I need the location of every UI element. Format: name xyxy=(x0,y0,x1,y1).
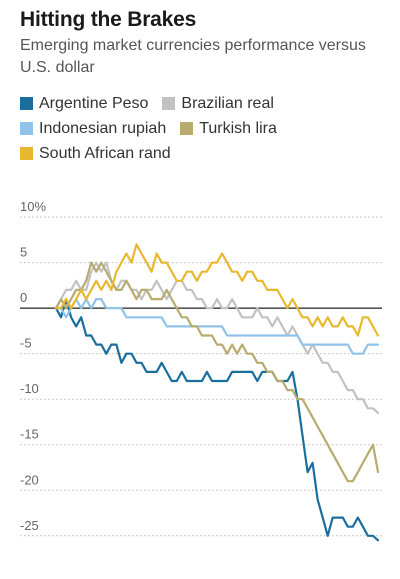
series-line-indonesian-rupiah xyxy=(54,298,380,355)
legend-swatch-south-african-rand xyxy=(20,147,33,160)
legend-item-argentine-peso: Argentine Peso xyxy=(20,95,148,113)
legend-item-turkish-lira: Turkish lira xyxy=(180,120,277,138)
legend: Argentine Peso Brazilian real Indonesian… xyxy=(20,91,390,166)
legend-item-south-african-rand: South African rand xyxy=(20,145,171,163)
legend-row: Argentine Peso Brazilian real xyxy=(20,91,390,116)
legend-item-brazilian-real: Brazilian real xyxy=(162,94,274,113)
legend-swatch-indonesian-rupiah xyxy=(20,122,33,135)
legend-swatch-turkish-lira xyxy=(180,122,194,135)
legend-row: South African rand xyxy=(20,141,390,166)
y-tick-label: 5 xyxy=(20,245,27,260)
y-tick-label: 10% xyxy=(20,199,46,214)
y-tick-label: -25 xyxy=(20,518,39,533)
legend-label-turkish-lira: Turkish lira xyxy=(199,119,277,137)
y-tick-label: -10 xyxy=(20,381,39,396)
series-line-south-african-rand xyxy=(54,243,380,337)
legend-label-indonesian-rupiah: Indonesian rupiah xyxy=(39,119,167,137)
y-tick-label: -20 xyxy=(20,472,39,487)
legend-label-south-african-rand: South African rand xyxy=(39,144,171,162)
chart-title: Hitting the Brakes xyxy=(20,8,197,31)
y-tick-label: 0 xyxy=(20,290,27,305)
y-tick-label: -5 xyxy=(20,336,32,351)
series-line-argentine-peso xyxy=(54,298,380,542)
legend-label-brazilian-real: Brazilian real xyxy=(181,94,274,112)
legend-item-indonesian-rupiah: Indonesian rupiah xyxy=(20,120,166,138)
series-line-brazilian-real xyxy=(54,261,380,414)
legend-label-argentine-peso: Argentine Peso xyxy=(39,94,149,112)
chart-subtitle: Emerging market currencies performance v… xyxy=(20,37,366,76)
series-line-turkish-lira xyxy=(54,261,380,483)
legend-row: Indonesian rupiah Turkish lira xyxy=(20,116,390,141)
legend-swatch-argentine-peso xyxy=(20,97,33,110)
legend-swatch-brazilian-real xyxy=(162,97,176,110)
y-tick-label: -15 xyxy=(20,427,39,442)
